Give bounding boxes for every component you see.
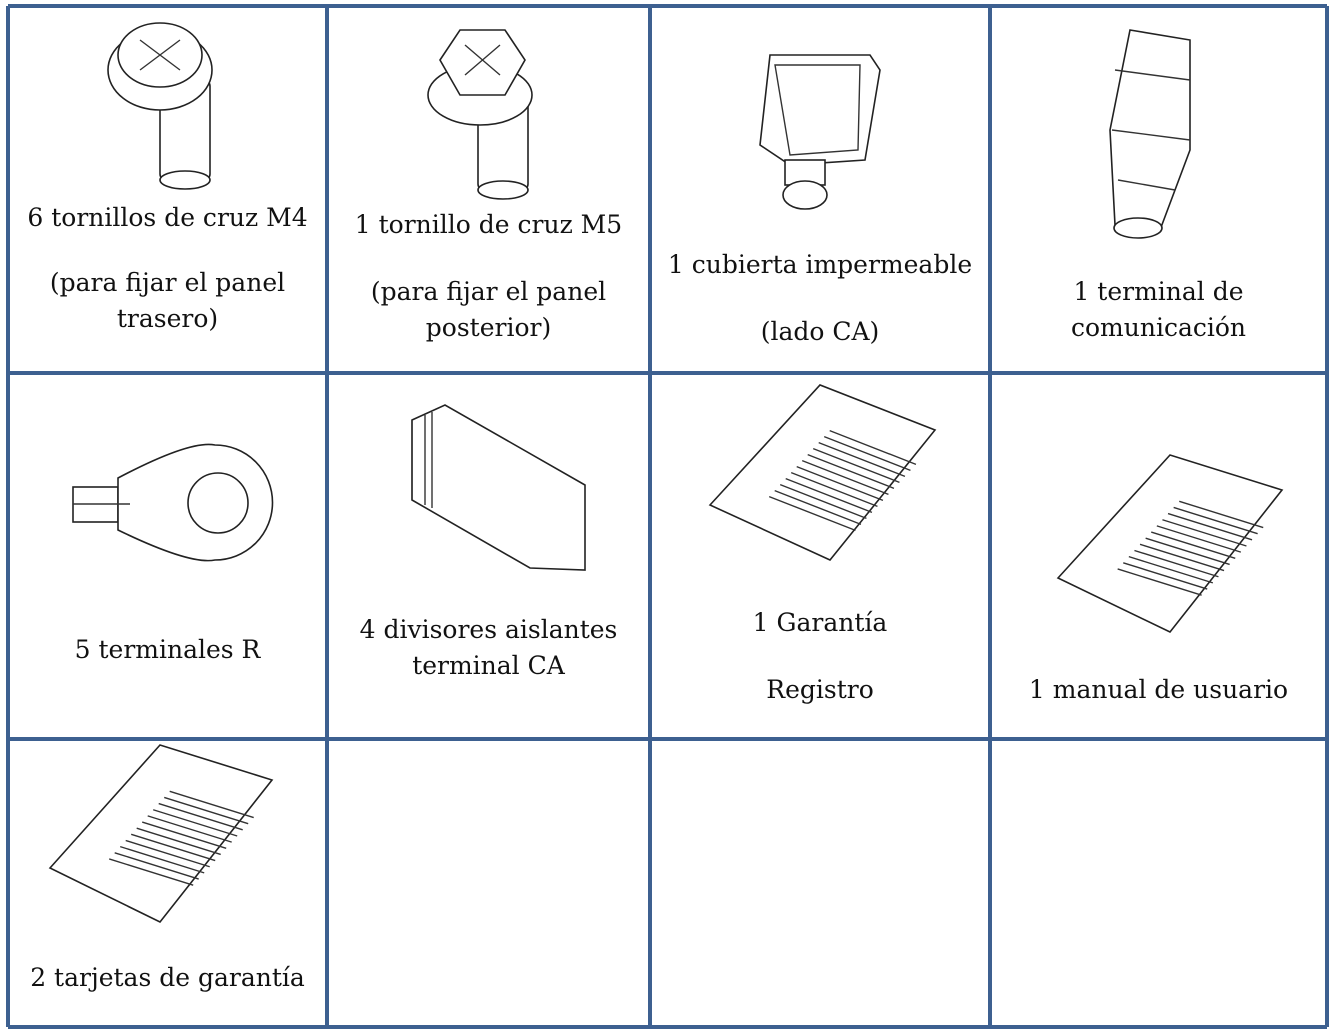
booklet-line <box>119 845 205 874</box>
booklet-line <box>147 815 232 843</box>
booklet-line <box>774 489 862 526</box>
booklet-line <box>1123 562 1208 590</box>
item-text: 1 tornillo de cruz M5 <box>354 210 623 239</box>
booklet-line <box>790 471 878 508</box>
booklet-line <box>1167 512 1253 541</box>
booklet-line <box>1179 500 1264 529</box>
screw-icon <box>107 22 213 190</box>
item-text: Registro <box>766 675 874 704</box>
booklet-line <box>796 465 884 502</box>
item-text: 1 manual de usuario <box>1028 675 1289 704</box>
booklet-line <box>823 435 911 472</box>
booklet-line <box>1117 568 1202 596</box>
ring-terminal-icon <box>72 443 274 562</box>
booklet-line <box>114 852 199 880</box>
booklet-line <box>152 809 238 837</box>
item-text: 1 cubierta impermeable <box>667 250 973 279</box>
booklet-line <box>812 447 900 484</box>
booklet-line <box>1139 543 1225 572</box>
booklet-line <box>801 459 889 496</box>
booklet-line <box>141 821 227 849</box>
booklet-line <box>1134 549 1219 578</box>
table-grid <box>6 4 1329 1029</box>
item-text: 5 terminales R <box>74 635 261 664</box>
booklet-line <box>1156 525 1242 553</box>
item-text: 6 tornillos de cruz M4 <box>27 203 308 232</box>
item-text: (para fijar el panel posterior) <box>370 277 607 342</box>
item-text: (para fijar el panel trasero) <box>49 268 286 333</box>
divider-icon <box>411 404 586 571</box>
booklet-icon <box>48 384 1284 924</box>
booklet-line <box>818 441 906 478</box>
booklet-line <box>779 483 867 520</box>
booklet-line <box>785 477 873 514</box>
item-text: 4 divisores aislantes terminal CA <box>359 615 618 680</box>
item-text: (lado CA) <box>760 317 880 346</box>
booklet-line <box>1128 555 1214 584</box>
booklet-line <box>136 827 221 856</box>
booklet-line <box>125 839 210 868</box>
cover-icon <box>759 54 881 210</box>
booklet-line <box>807 453 895 490</box>
booklet-line <box>158 802 243 831</box>
connector-icon <box>1109 29 1191 239</box>
booklet-line <box>108 858 194 886</box>
booklet-line <box>1162 519 1247 547</box>
booklet-line <box>1173 506 1258 535</box>
item-text: 1 terminal de comunicación <box>1070 277 1246 342</box>
screw-icon <box>427 29 533 200</box>
booklet-line <box>169 790 254 819</box>
booklet-line <box>829 429 917 466</box>
booklet-line <box>768 495 856 532</box>
booklet-line <box>130 833 216 862</box>
booklet-line <box>163 796 249 825</box>
booklet-line <box>1145 537 1230 566</box>
item-text: 1 Garantía <box>752 608 888 637</box>
booklet-line <box>1151 531 1236 559</box>
item-text: 2 tarjetas de garantía <box>30 963 305 992</box>
